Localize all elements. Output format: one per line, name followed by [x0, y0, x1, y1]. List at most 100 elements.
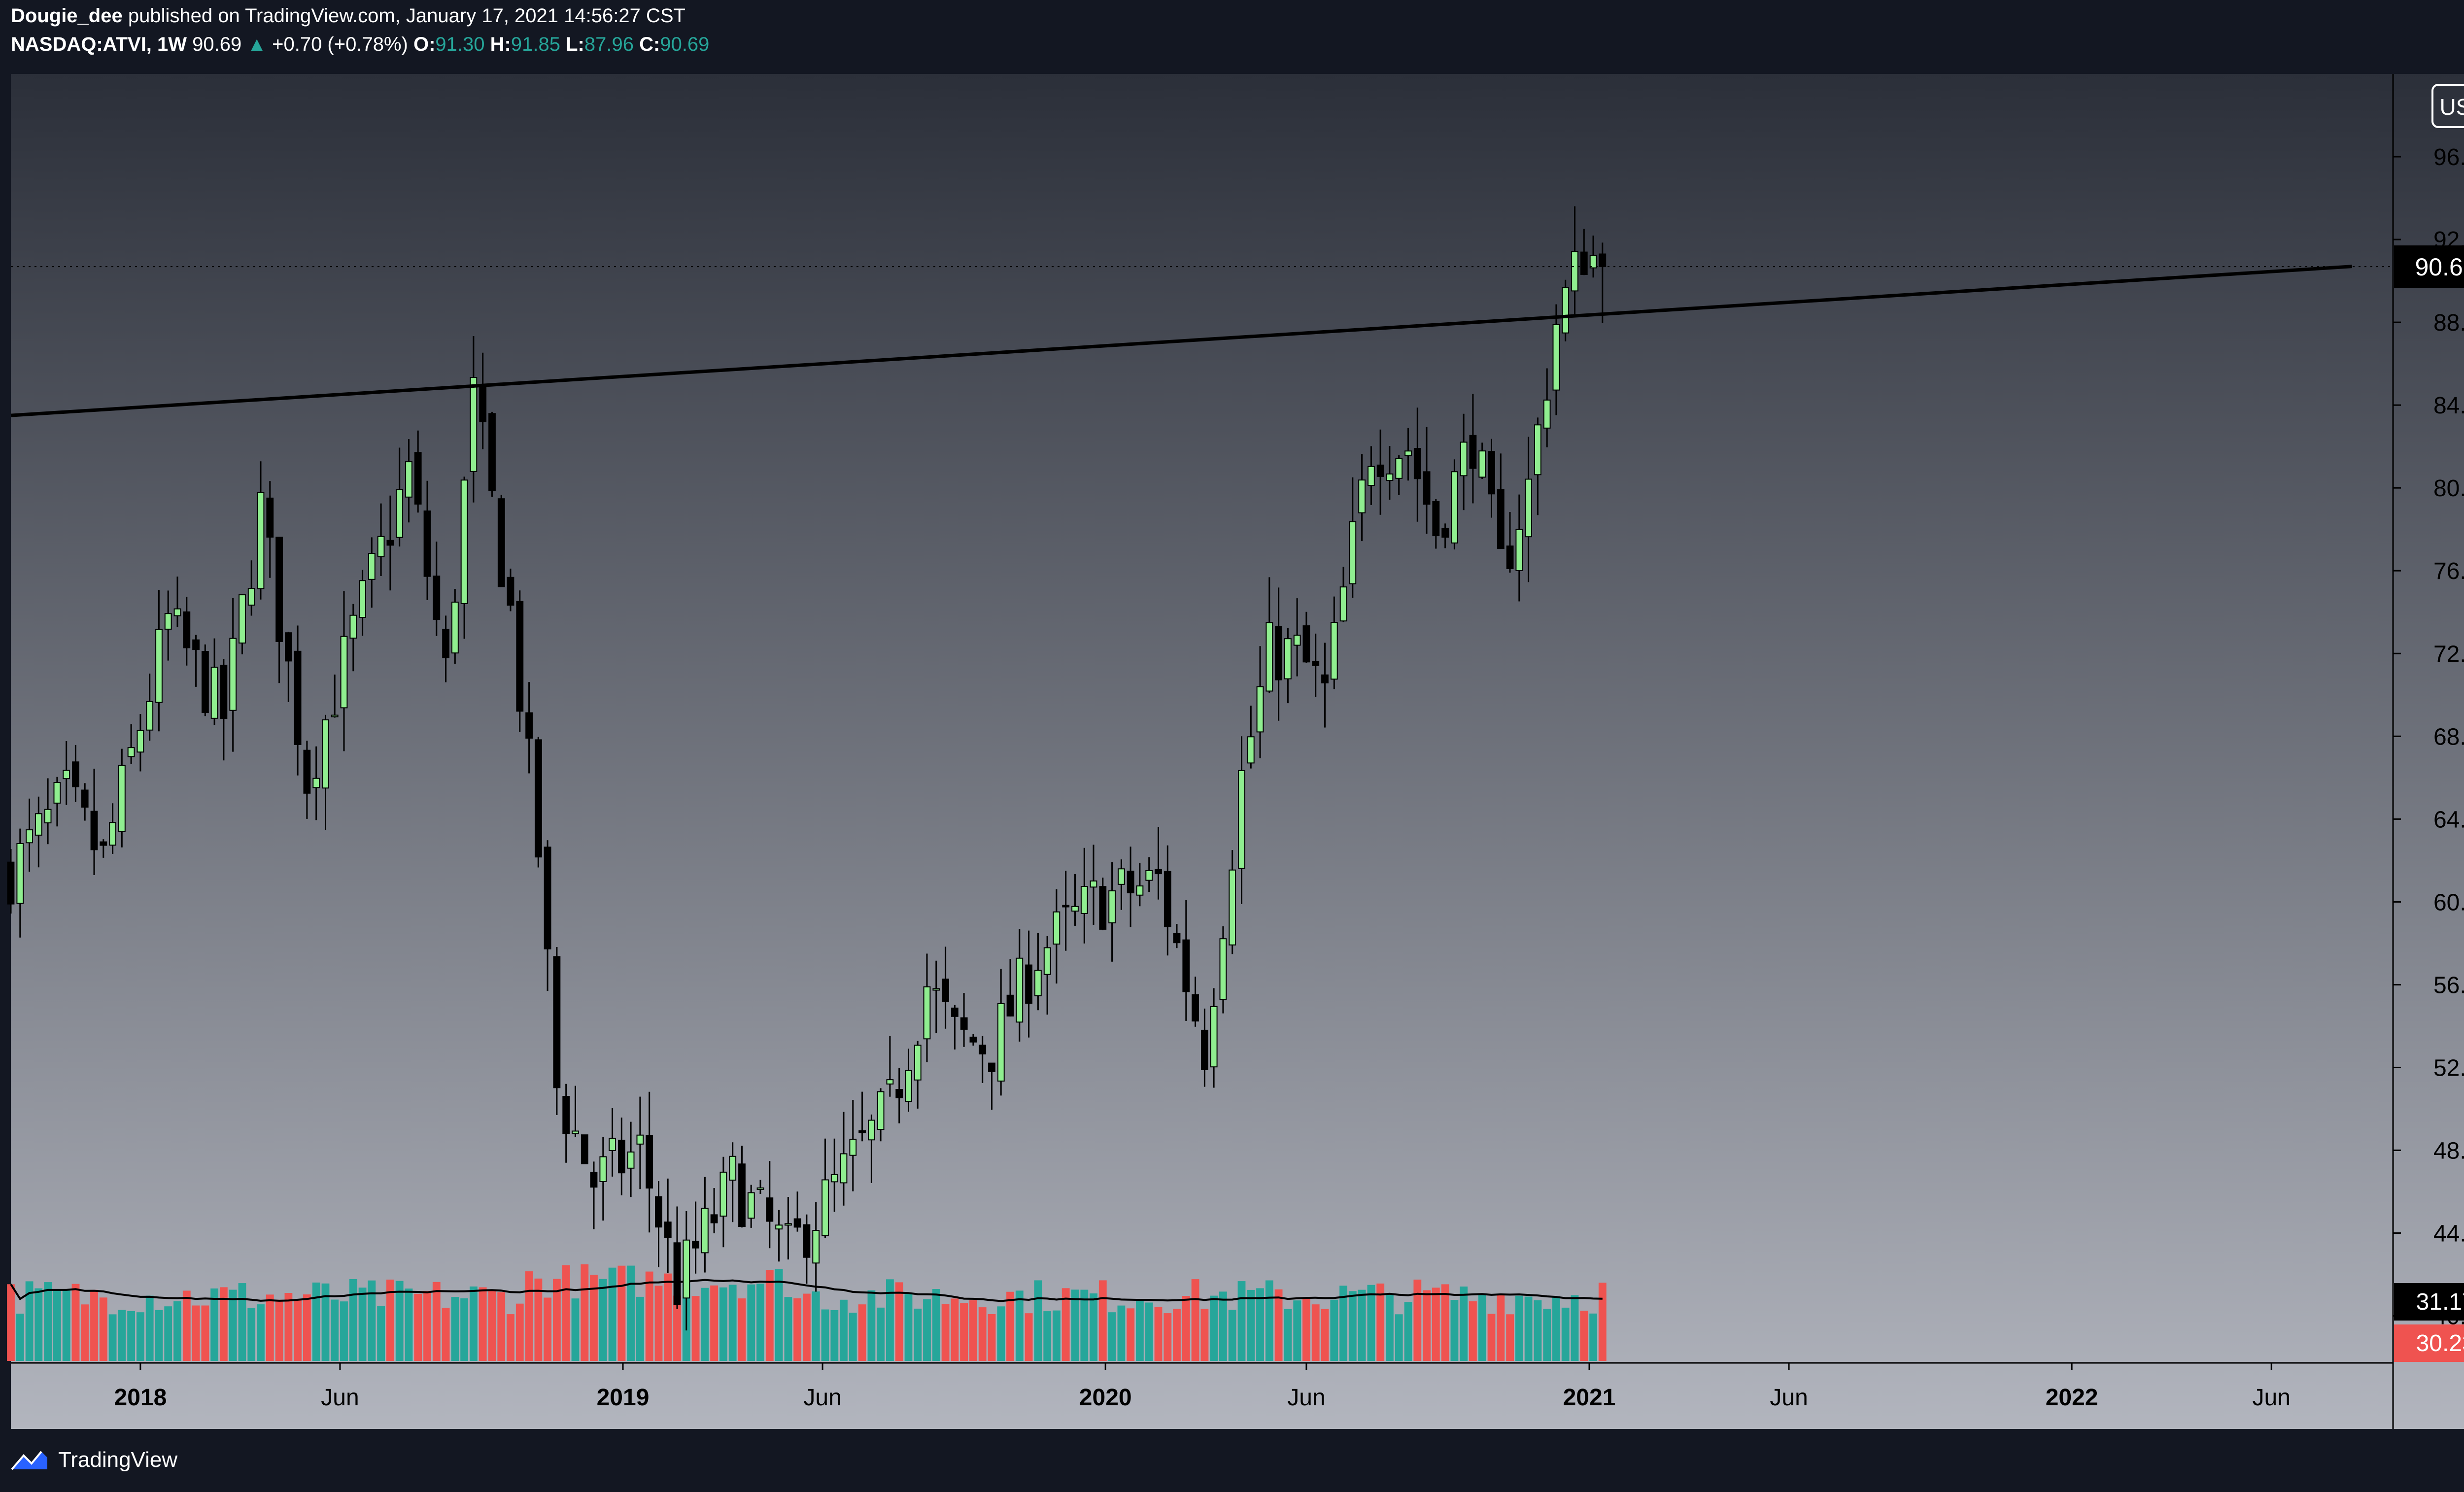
volume-bar	[895, 1282, 903, 1361]
candle-up	[1293, 635, 1301, 646]
volume-bar	[71, 1284, 80, 1361]
price-tick-label: 44.00	[2433, 1221, 2464, 1247]
volume-bar	[654, 1286, 663, 1361]
candle-down	[303, 749, 311, 794]
time-tick-label: Jun	[1770, 1385, 1808, 1411]
candle-up	[460, 479, 468, 604]
volume-bar	[1524, 1296, 1533, 1361]
volume-bar	[849, 1313, 857, 1361]
volume-bar	[553, 1279, 561, 1361]
volume-bar	[1006, 1291, 1014, 1361]
candle-up	[572, 1130, 579, 1134]
volume-bar	[118, 1310, 126, 1361]
volume-bar	[479, 1287, 487, 1361]
volume-bar	[62, 1289, 70, 1361]
candle-up	[849, 1139, 857, 1156]
candle-up	[26, 829, 34, 844]
volume-bar	[858, 1304, 866, 1361]
volume-bar	[1339, 1286, 1347, 1361]
volume-bar	[1274, 1289, 1283, 1361]
candle-up	[1552, 324, 1560, 391]
candle-up	[109, 822, 116, 846]
candle-up	[1460, 441, 1468, 476]
volume-bar	[941, 1304, 950, 1361]
volume-bar	[266, 1294, 274, 1361]
volume-bar	[969, 1300, 977, 1361]
low-label: L:	[566, 34, 584, 55]
candle-down	[738, 1163, 746, 1227]
candle-down	[202, 651, 209, 713]
trendline[interactable]	[10, 265, 2353, 417]
volume-bar	[432, 1282, 441, 1361]
volume-bar	[1228, 1310, 1236, 1361]
volume-bar	[442, 1308, 450, 1361]
volume-bar	[775, 1269, 783, 1361]
symbol-interval[interactable]: NASDAQ:ATVI, 1W	[11, 34, 187, 55]
open-label: O:	[413, 34, 436, 55]
volume-value: 30.239M	[2416, 1330, 2464, 1356]
candle-down	[793, 1218, 801, 1228]
candle-down	[803, 1224, 811, 1258]
candle-up	[1525, 478, 1532, 538]
candle-up	[1080, 886, 1088, 914]
candle-up	[877, 1091, 885, 1130]
candle-down	[1275, 626, 1282, 680]
volume-bar	[1478, 1295, 1486, 1361]
volume-bar	[988, 1314, 996, 1361]
candle-up	[914, 1045, 922, 1081]
time-tick-label: 2021	[1563, 1385, 1616, 1411]
candle-up	[905, 1070, 912, 1102]
candle-up	[1034, 970, 1042, 996]
volume-bar	[497, 1292, 506, 1361]
volume-bar	[840, 1299, 848, 1361]
tradingview-brand[interactable]: TradingView	[9, 1443, 177, 1477]
volume-bar	[1043, 1311, 1052, 1361]
chart-background	[11, 74, 2464, 1429]
candle-down	[858, 1130, 866, 1133]
volume-bar	[1432, 1288, 1440, 1361]
time-tick-label: 2020	[1079, 1385, 1132, 1411]
candle-up	[747, 1192, 755, 1219]
volume-bar	[719, 1287, 727, 1361]
volume-bar	[627, 1265, 635, 1361]
volume-bar	[164, 1306, 172, 1361]
candle-up	[63, 770, 70, 780]
volume-bar	[25, 1281, 34, 1361]
volume-bar	[636, 1296, 644, 1361]
candle-up	[1229, 869, 1236, 946]
author-name[interactable]: Dougie_dee	[11, 5, 123, 27]
volume-bar	[294, 1299, 302, 1361]
candle-down	[655, 1196, 662, 1228]
volume-bar	[867, 1290, 876, 1361]
time-tick-label: Jun	[2253, 1385, 2291, 1411]
volume-bar	[1506, 1314, 1514, 1361]
candle-down	[81, 789, 89, 808]
volume-bar	[812, 1291, 820, 1361]
currency-button[interactable]: USD	[2431, 84, 2464, 128]
candle-down	[664, 1221, 672, 1238]
candle-down	[100, 841, 107, 846]
volume-bar	[155, 1310, 163, 1361]
candle-up	[377, 536, 385, 557]
candle-down	[1423, 471, 1431, 505]
candle-up	[1284, 638, 1292, 679]
candle-up	[1256, 686, 1264, 733]
time-axis[interactable]: 2018 Jun 2019 Jun 2020 Jun 2021 Jun 2022 Jun	[114, 1363, 2291, 1411]
candle-up	[1145, 870, 1153, 881]
volume-bars	[7, 1264, 1607, 1361]
price-tick-label: 48.00	[2433, 1138, 2464, 1164]
candle-down	[1173, 933, 1181, 944]
time-tick-label: Jun	[321, 1385, 359, 1411]
candle-down	[1302, 625, 1310, 663]
candle-up	[470, 377, 478, 472]
candle-down	[497, 498, 505, 587]
candle-up	[1358, 479, 1366, 513]
candle-up	[701, 1208, 709, 1254]
volume-bar	[321, 1283, 330, 1361]
time-tick-label: Jun	[1287, 1385, 1325, 1411]
candle-up	[1368, 466, 1375, 486]
candle-up	[1219, 938, 1227, 1000]
candle-down	[581, 1134, 588, 1164]
